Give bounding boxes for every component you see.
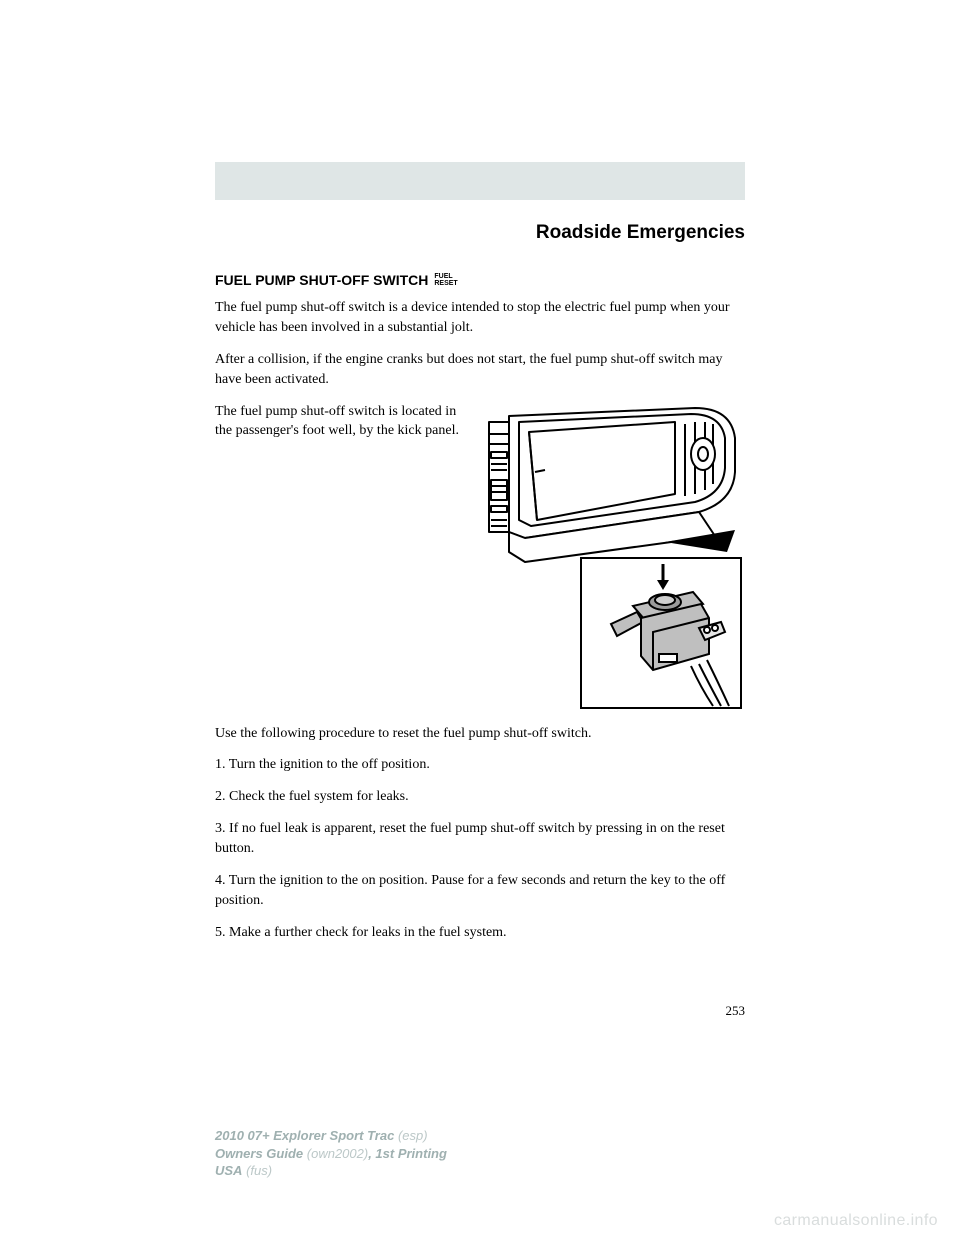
- footer-code-1: (esp): [398, 1128, 428, 1143]
- footer-code-3: (fus): [246, 1163, 272, 1178]
- section-heading: FUEL PUMP SHUT-OFF SWITCH FUEL RESET: [215, 272, 745, 288]
- paragraph-4: Use the following procedure to reset the…: [215, 724, 745, 744]
- watermark: carmanualsonline.info: [774, 1212, 938, 1230]
- dashboard-diagram: [485, 402, 745, 712]
- footer-line-2: Owners Guide (own2002), 1st Printing: [215, 1145, 447, 1163]
- fuel-icon-bottom: RESET: [434, 280, 457, 287]
- chapter-title: Roadside Emergencies: [215, 222, 745, 244]
- step-3: 3. If no fuel leak is apparent, reset th…: [215, 819, 745, 859]
- paragraph-1: The fuel pump shut-off switch is a devic…: [215, 298, 745, 338]
- footer: 2010 07+ Explorer Sport Trac (esp) Owner…: [215, 1127, 447, 1180]
- paragraph-2: After a collision, if the engine cranks …: [215, 350, 745, 390]
- step-1: 1. Turn the ignition to the off position…: [215, 755, 745, 775]
- footer-line-1: 2010 07+ Explorer Sport Trac (esp): [215, 1127, 447, 1145]
- footer-guide: Owners Guide: [215, 1146, 303, 1161]
- illustration-block: The fuel pump shut-off switch is located…: [215, 402, 745, 712]
- footer-code-2: (own2002): [307, 1146, 368, 1161]
- page-content: Roadside Emergencies FUEL PUMP SHUT-OFF …: [215, 162, 745, 1019]
- step-4: 4. Turn the ignition to the on position.…: [215, 871, 745, 911]
- fuel-reset-icon: FUEL RESET: [434, 273, 457, 287]
- footer-region: USA: [215, 1163, 242, 1178]
- section-title-text: FUEL PUMP SHUT-OFF SWITCH: [215, 272, 428, 288]
- fuel-icon-top: FUEL: [434, 273, 457, 280]
- footer-printing: , 1st Printing: [368, 1146, 447, 1161]
- paragraph-3: The fuel pump shut-off switch is located…: [215, 402, 465, 442]
- footer-model: 2010 07+ Explorer Sport Trac: [215, 1128, 394, 1143]
- page-number: 253: [215, 1003, 745, 1019]
- footer-line-3: USA (fus): [215, 1162, 447, 1180]
- step-2: 2. Check the fuel system for leaks.: [215, 787, 745, 807]
- step-5: 5. Make a further check for leaks in the…: [215, 923, 745, 943]
